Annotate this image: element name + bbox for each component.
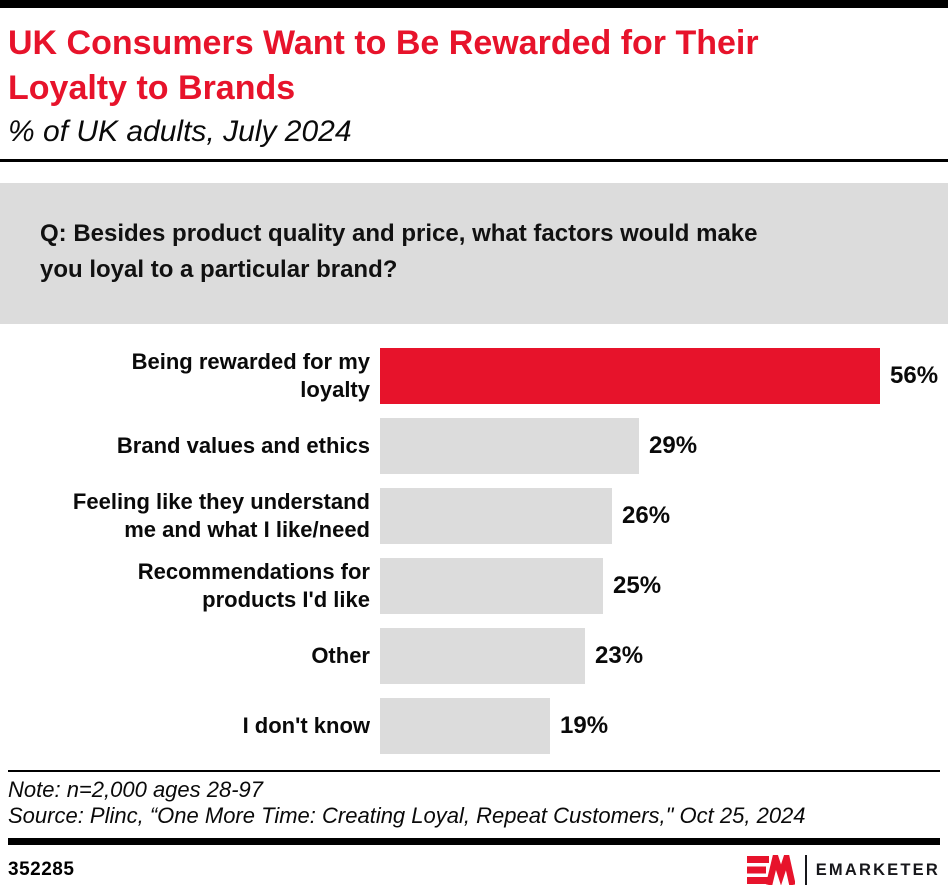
bar-row: I don't know 19% (0, 698, 948, 754)
bar-area: 56% (380, 348, 938, 404)
bar-label: Brand values and ethics (116, 433, 370, 458)
bar-value-label: 26% (622, 502, 671, 529)
bar-label: Being rewarded for my loyalty (131, 349, 370, 402)
bar-area: 29% (380, 418, 697, 474)
emarketer-logo: EMARKETER (746, 855, 940, 885)
bar-value-label: 19% (560, 712, 609, 739)
bar-value-label: 25% (613, 572, 662, 599)
bar-row: Feeling like they understand me and what… (0, 488, 948, 544)
bar-value-label: 23% (595, 642, 644, 669)
footer-bar (8, 838, 940, 845)
bar (380, 698, 550, 754)
chart-id: 352285 (8, 859, 75, 880)
bottom-row: 352285 EMARKETER (8, 854, 940, 886)
bar-area: 23% (380, 628, 643, 684)
bar-value-label: 29% (649, 432, 698, 459)
bar (380, 558, 603, 614)
source-text: Source: Plinc, “One More Time: Creating … (8, 803, 806, 828)
bar-area: 25% (380, 558, 661, 614)
chart: Being rewarded for my loyalty 56% Brand va… (0, 348, 948, 754)
bar-row: Being rewarded for my loyalty 56% (0, 348, 948, 404)
bar-area: 26% (380, 488, 670, 544)
chart-subtitle: % of UK adults, July 2024 (8, 115, 352, 148)
bar (380, 418, 639, 474)
bar-label: Other (311, 643, 370, 668)
logo-divider-line (804, 855, 807, 885)
emarketer-em-icon (746, 855, 795, 885)
bar-row: Recommendations for products I'd like 25% (0, 558, 948, 614)
question-box: Q: Besides product quality and price, wh… (0, 183, 948, 324)
bar (380, 488, 612, 544)
bar (380, 628, 585, 684)
header-divider (0, 159, 948, 162)
bar-value-label: 56% (890, 362, 939, 389)
question-text: Q: Besides product quality and price, wh… (40, 220, 758, 283)
bar (380, 348, 880, 404)
emarketer-wordmark: EMARKETER (815, 860, 940, 879)
bar-label: Feeling like they understand me and what… (72, 489, 370, 542)
bar-row: Other 23% (0, 628, 948, 684)
chart-footer: Note: n=2,000 ages 28-97 Source: Plinc, … (0, 770, 948, 886)
chart-title: UK Consumers Want to Be Rewarded for The… (8, 24, 759, 107)
note-text: Note: n=2,000 ages 28-97 (8, 777, 264, 802)
bar-label: I don't know (242, 713, 370, 738)
bar-area: 19% (380, 698, 608, 754)
chart-header: UK Consumers Want to Be Rewarded for The… (0, 21, 948, 152)
footer-divider (8, 770, 940, 772)
bar-label: Recommendations for products I'd like (137, 559, 370, 612)
top-bar (0, 0, 948, 8)
bar-row: Brand values and ethics 29% (0, 418, 948, 474)
